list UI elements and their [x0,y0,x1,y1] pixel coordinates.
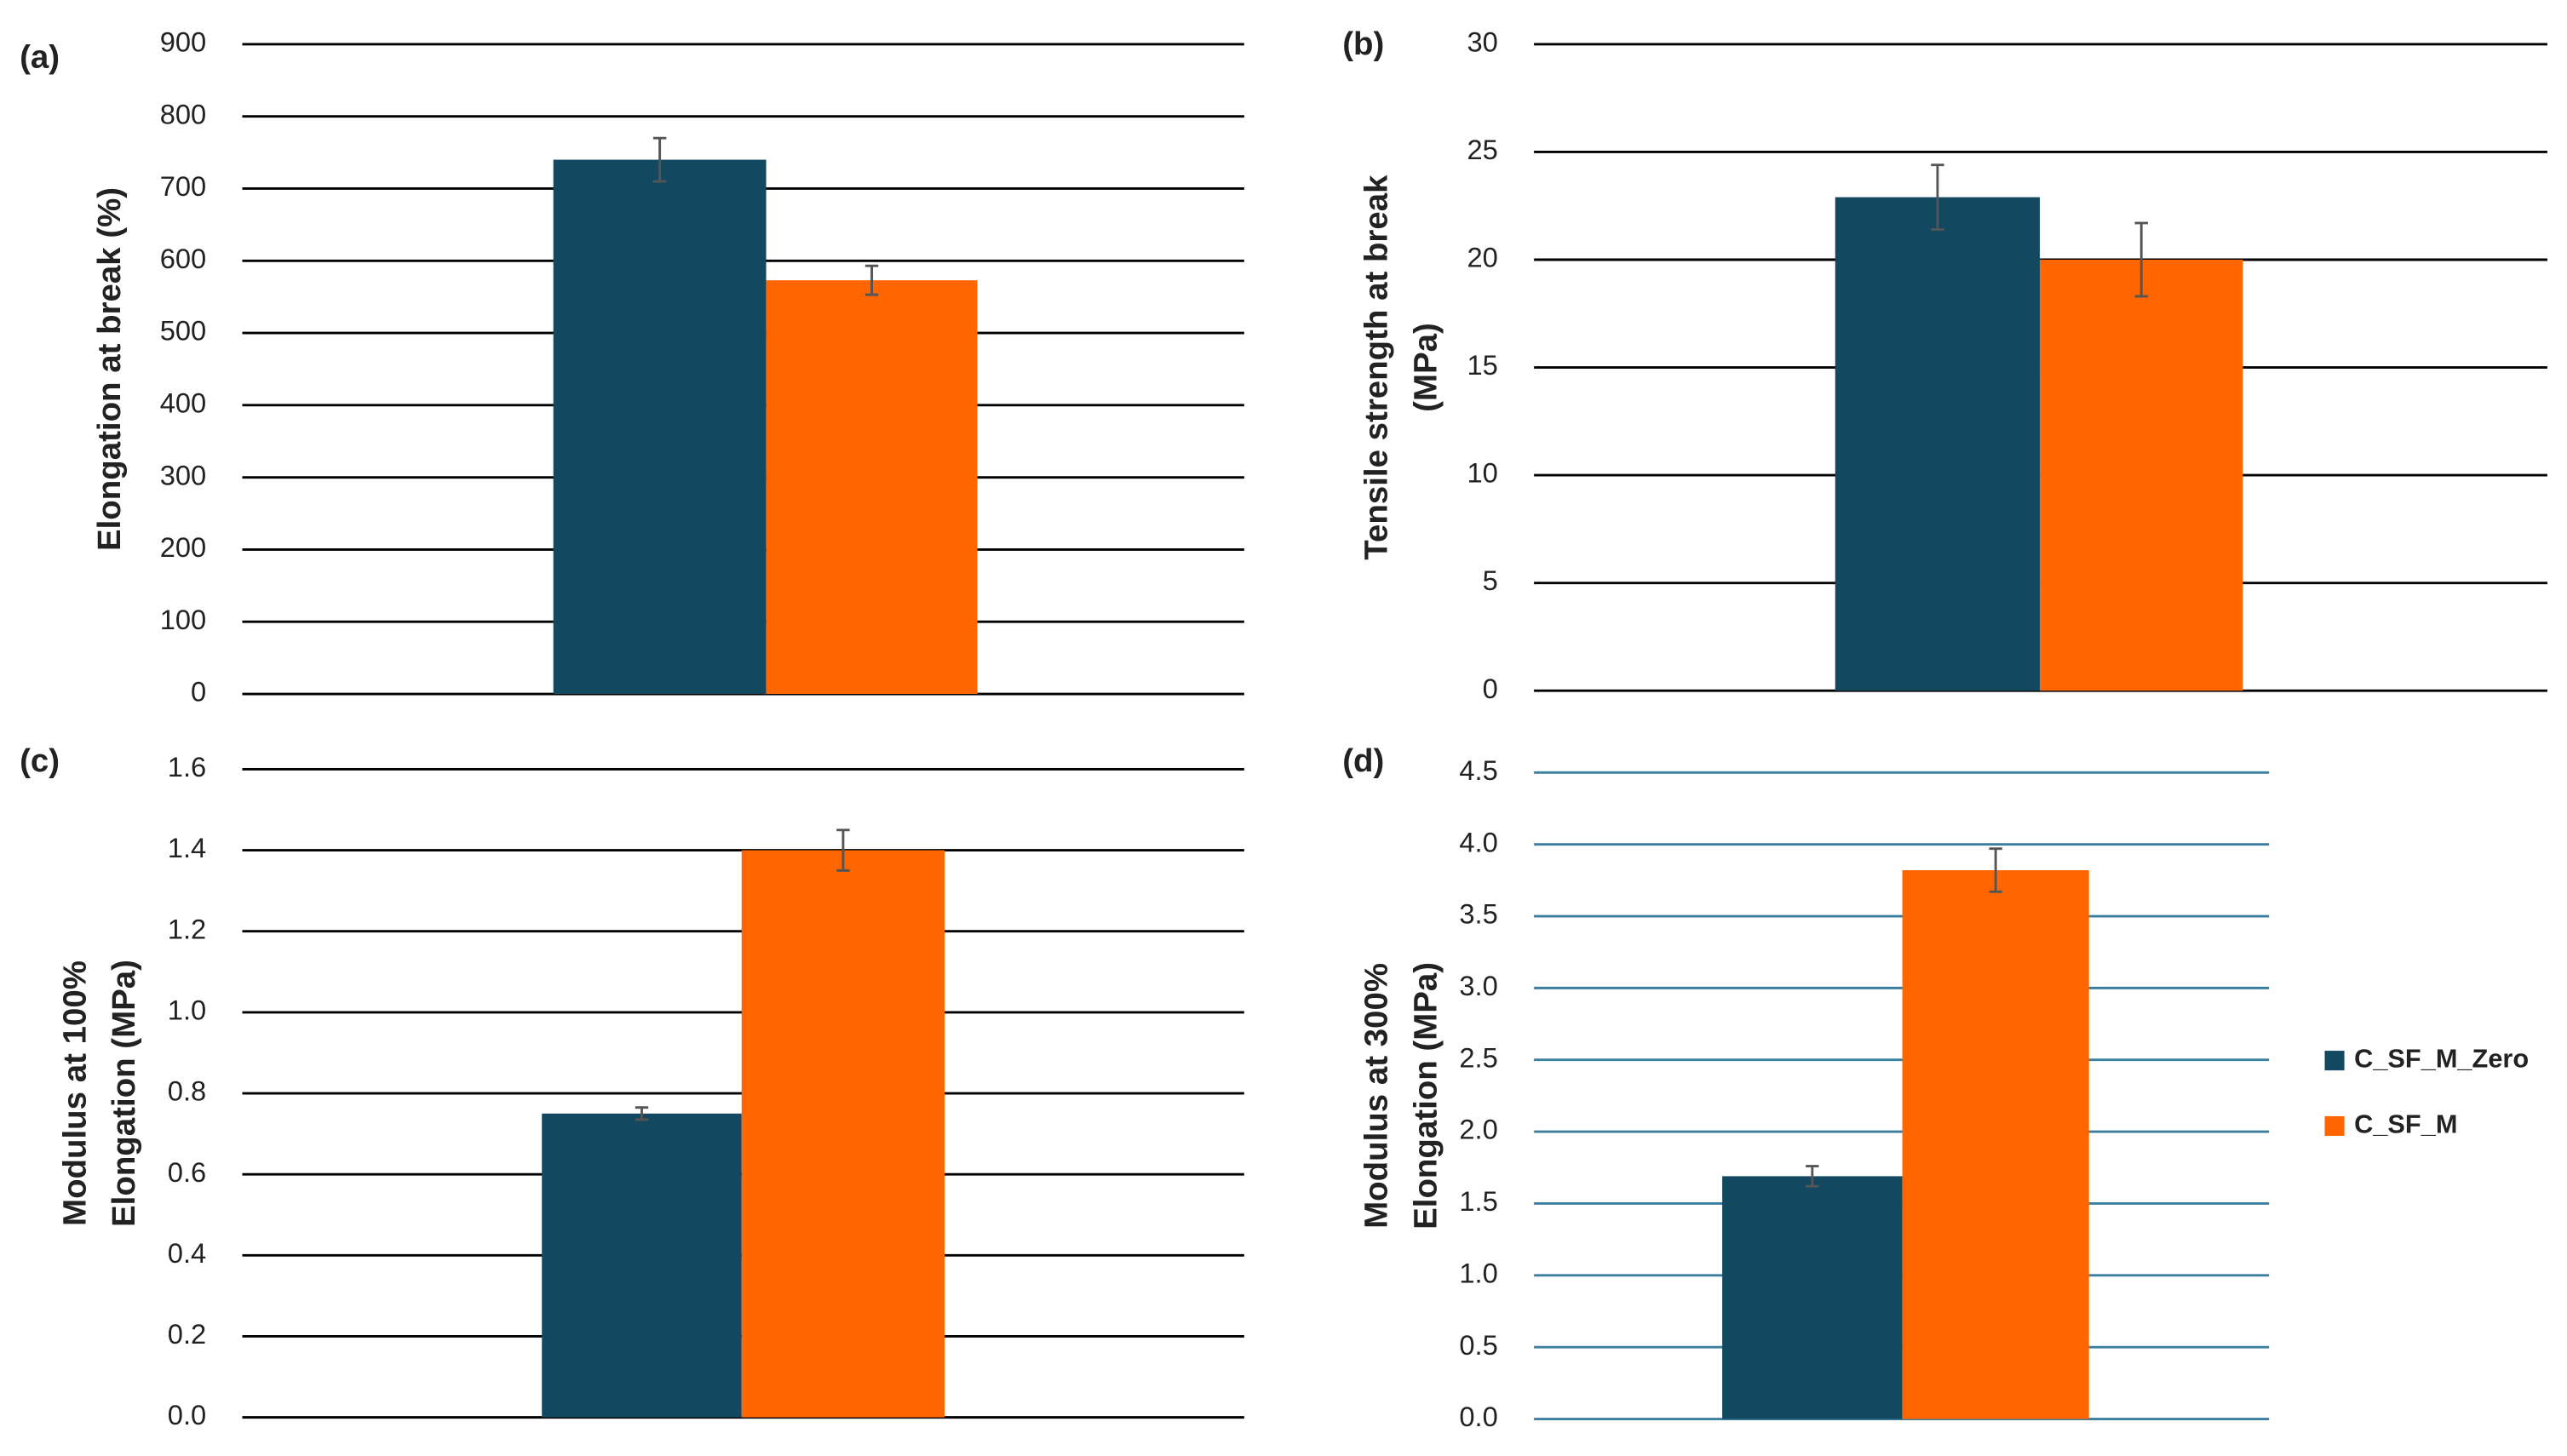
panel-label: (b) [1342,26,1384,62]
y-tick-label: 0.2 [168,1318,206,1350]
y-tick-label: 0 [191,676,206,708]
y-tick-label: 3.0 [1459,970,1497,1001]
y-axis-label: (MPa) [1407,323,1444,412]
y-tick-label: 900 [160,26,207,58]
legend-swatch [2324,1051,2345,1071]
y-tick-label: 4.0 [1459,826,1497,857]
y-tick-label: 1.0 [168,995,206,1026]
y-axis-label: Elongation at break (%) [91,187,128,551]
y-tick-label: 400 [160,387,207,418]
y-tick-label: 0.8 [168,1075,206,1107]
panel-label: (c) [20,742,60,779]
y-tick-label: 1.2 [168,913,206,944]
y-tick-label: 1.0 [1459,1257,1497,1288]
error-bar [2134,221,2148,298]
bar [741,850,945,1418]
y-tick-label: 0.6 [168,1156,206,1188]
y-tick-label: 800 [160,98,207,129]
y-tick-label: 4.5 [1459,754,1497,786]
y-tick-label: 20 [1467,242,1497,273]
legend-label: C_SF_M [2354,1109,2457,1139]
y-tick-label: 2.0 [1459,1114,1497,1145]
legend-label: C_SF_M_Zero [2354,1044,2529,1074]
legend-swatch [2324,1115,2345,1137]
bar [1722,1176,1903,1419]
bar [1835,197,2041,691]
bar [766,280,978,695]
y-tick-label: 25 [1467,134,1497,165]
error-bar [652,136,667,183]
panel-label: (d) [1342,742,1384,779]
y-tick-label: 600 [160,243,207,274]
y-tick-label: 30 [1467,26,1497,58]
bar [1902,870,2089,1419]
y-tick-label: 0.0 [1459,1401,1497,1432]
y-tick-label: 5 [1483,565,1498,596]
y-tick-label: 500 [160,315,207,347]
y-tick-label: 3.5 [1459,898,1497,930]
y-axis-label: Tensile strength at break [1358,175,1395,560]
panel-label: (a) [20,38,60,75]
error-bar [864,264,879,296]
error-bar [635,1106,649,1121]
bar [2040,259,2243,691]
y-tick-label: 15 [1467,349,1497,381]
y-axis-label: Modulus at 300% [1358,963,1395,1229]
y-tick-label: 0.0 [168,1399,206,1430]
error-bar [1931,163,1944,232]
y-tick-label: 10 [1467,457,1497,489]
y-axis-label: Elongation (MPa) [1407,962,1444,1230]
y-tick-label: 100 [160,604,207,635]
y-axis-label: Elongation (MPa) [106,960,142,1227]
y-tick-label: 1.5 [1459,1185,1497,1217]
y-tick-label: 0.4 [168,1237,206,1269]
bar [542,1113,742,1418]
y-axis-label: Modulus at 100% [56,960,93,1226]
y-tick-label: 2.5 [1459,1041,1497,1073]
y-tick-label: 0 [1483,673,1498,704]
y-tick-label: 0.5 [1459,1329,1497,1361]
error-bar [1989,847,2002,893]
error-bar [1806,1165,1819,1188]
y-tick-label: 1.4 [168,832,206,863]
bar [553,159,767,695]
y-tick-label: 1.6 [168,751,206,782]
y-tick-label: 200 [160,531,207,563]
y-tick-label: 300 [160,459,207,490]
y-tick-label: 700 [160,170,207,202]
error-bar [836,828,850,872]
